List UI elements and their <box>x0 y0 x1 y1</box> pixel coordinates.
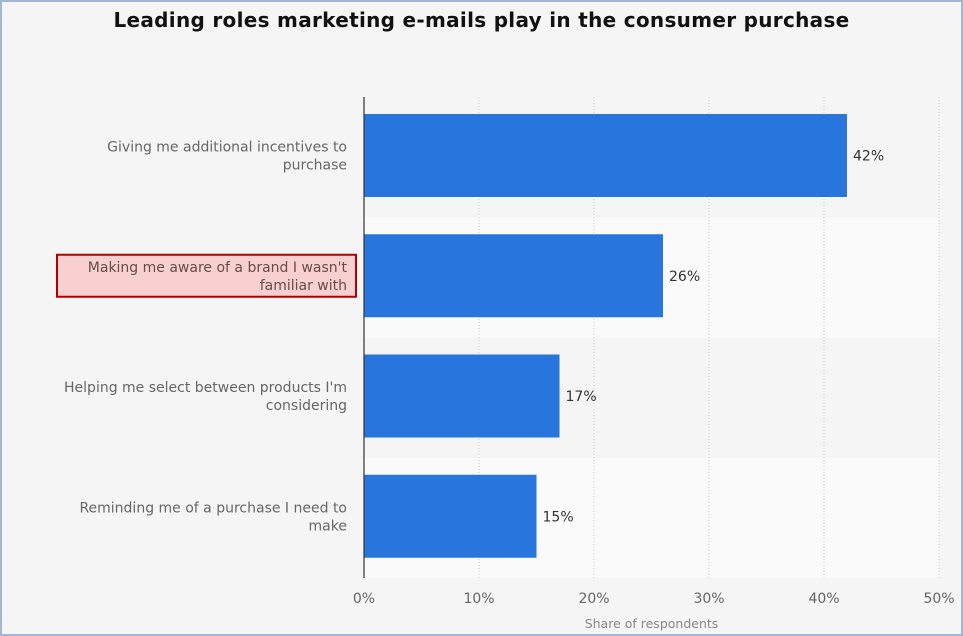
category-label: make <box>309 518 347 534</box>
x-tick-label: 30% <box>693 591 724 607</box>
x-tick-label: 20% <box>578 591 609 607</box>
category-label: Reminding me of a purchase I need to <box>79 500 347 516</box>
chart-title: Leading roles marketing e-mails play in … <box>113 8 850 32</box>
value-label: 17% <box>566 389 597 405</box>
bar <box>364 474 537 558</box>
x-tick-label: 0% <box>353 591 375 607</box>
category-highlight-box <box>56 253 357 298</box>
x-tick-label: 40% <box>808 591 839 607</box>
x-axis-title: Share of respondents <box>585 616 719 631</box>
x-tick-label: 50% <box>923 591 954 607</box>
bar <box>364 354 560 438</box>
bar <box>364 114 847 197</box>
x-tick-label: 10% <box>463 591 494 607</box>
value-label: 42% <box>853 149 884 165</box>
category-label: Helping me select between products I'm <box>64 380 347 396</box>
category-label: Giving me additional incentives to <box>107 140 347 156</box>
category-label: familiar with <box>260 278 347 294</box>
category-label: considering <box>266 398 347 414</box>
category-label: purchase <box>283 158 347 174</box>
value-label: 15% <box>543 509 574 525</box>
value-label: 26% <box>669 269 700 285</box>
bar <box>364 234 663 318</box>
category-label: Making me aware of a brand I wasn't <box>88 260 348 276</box>
